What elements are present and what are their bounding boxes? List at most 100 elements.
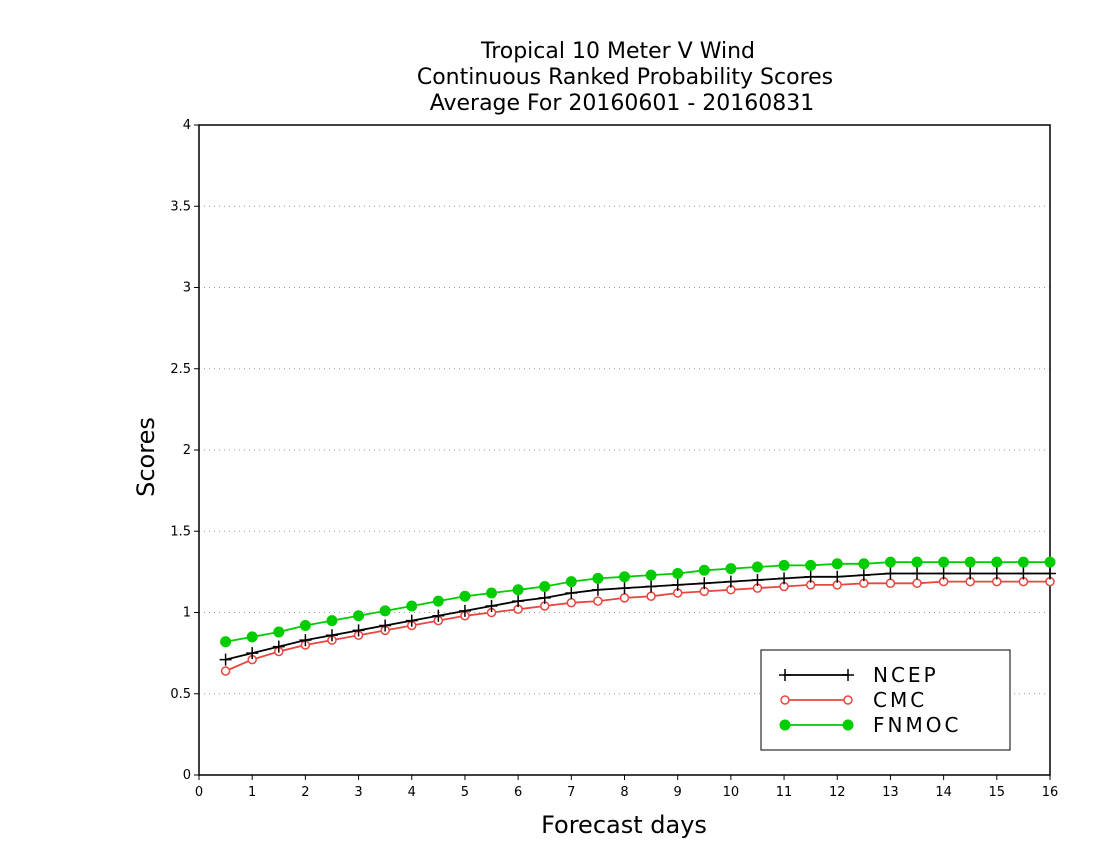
chart-title-line-2: Continuous Ranked Probability Scores: [417, 65, 833, 90]
y-axis: 0 0.5 1 1.5 2 2.5 3 3.5 4: [170, 118, 199, 783]
point-fnmoc-30: [1017, 556, 1029, 568]
point-fnmoc-10: [486, 587, 498, 599]
point-ncep-16: [645, 580, 658, 593]
point-fnmoc-18: [698, 564, 710, 576]
point-fnmoc-13: [565, 576, 577, 588]
x-tick-label-6: 6: [514, 785, 522, 800]
point-fnmoc-28: [964, 556, 976, 568]
point-ncep-27: [937, 567, 950, 580]
point-fnmoc-12: [539, 581, 551, 592]
point-ncep-21: [778, 572, 791, 585]
x-tick-label-9: 9: [674, 785, 682, 800]
series-fnmoc: [220, 556, 1056, 648]
point-fnmoc-21: [778, 559, 790, 571]
point-ncep-14: [591, 583, 604, 596]
y-tick-label-4: 2: [183, 443, 191, 458]
point-ncep-0: [219, 653, 232, 666]
x-tick-label-13: 13: [882, 785, 899, 800]
point-fnmoc-5: [353, 610, 365, 622]
x-axis-label: Forecast days: [541, 811, 707, 839]
point-fnmoc-25: [884, 556, 896, 568]
point-fnmoc-11: [512, 584, 524, 596]
x-tick-label-11: 11: [776, 785, 793, 800]
point-fnmoc-8: [432, 595, 444, 607]
point-ncep-7: [405, 614, 418, 627]
x-tick-label-8: 8: [620, 785, 628, 800]
point-fnmoc-14: [592, 572, 604, 584]
point-fnmoc-26: [911, 556, 923, 568]
point-fnmoc-22: [805, 559, 817, 571]
y-tick-label-7: 3.5: [170, 199, 191, 214]
point-fnmoc-4: [326, 615, 338, 627]
x-tick-label-0: 0: [195, 785, 203, 800]
x-tick-label-3: 3: [354, 785, 362, 800]
point-ncep-25: [884, 567, 897, 580]
legend-label-ncep: NCEP: [873, 663, 939, 687]
y-tick-label-5: 2.5: [170, 362, 191, 377]
y-tick-label-6: 3: [183, 281, 191, 296]
x-tick-label-7: 7: [567, 785, 575, 800]
point-fnmoc-2: [273, 626, 285, 638]
point-cmc-15: [619, 593, 630, 603]
point-cmc-16: [646, 591, 656, 601]
point-ncep-6: [379, 619, 392, 632]
point-cmc-13: [566, 598, 577, 608]
x-tick-label-10: 10: [723, 785, 740, 800]
point-fnmoc-1: [246, 631, 258, 643]
point-ncep-10: [485, 600, 498, 612]
legend-label-cmc: CMC: [873, 688, 927, 712]
point-ncep-31: [1044, 567, 1056, 580]
point-ncep-9: [458, 604, 471, 617]
point-ncep-2: [272, 640, 285, 653]
x-tick-label-2: 2: [301, 785, 309, 800]
point-fnmoc-20: [751, 561, 763, 573]
point-ncep-13: [565, 587, 578, 599]
point-ncep-3: [299, 634, 312, 647]
point-ncep-5: [352, 624, 365, 637]
point-fnmoc-27: [938, 556, 950, 568]
legend-label-fnmoc: FNMOC: [873, 713, 961, 737]
x-tick-label-16: 16: [1042, 785, 1059, 800]
legend-marker-left-cmc: [780, 695, 790, 705]
point-fnmoc-7: [406, 600, 418, 612]
y-tick-label-1: 0.5: [170, 687, 191, 702]
point-ncep-23: [831, 570, 844, 583]
grid-lines: [199, 205, 1050, 695]
point-fnmoc-0: [220, 636, 232, 648]
legend-marker-left-ncep: [779, 669, 791, 681]
y-tick-label-2: 1: [183, 606, 191, 621]
x-tick-label-1: 1: [248, 785, 256, 800]
legend-marker-left-fnmoc: [779, 719, 791, 731]
x-tick-label-12: 12: [829, 785, 846, 800]
point-fnmoc-15: [619, 571, 630, 583]
point-fnmoc-23: [831, 558, 843, 570]
x-tick-label-15: 15: [989, 785, 1006, 800]
y-tick-label-0: 0: [183, 768, 191, 783]
point-ncep-20: [751, 574, 764, 586]
point-ncep-22: [804, 570, 817, 583]
series-ncep: [219, 567, 1056, 666]
point-ncep-19: [724, 575, 737, 588]
point-ncep-18: [698, 577, 711, 590]
point-fnmoc-16: [645, 569, 657, 581]
point-cmc-14: [593, 596, 603, 606]
point-ncep-29: [990, 567, 1003, 580]
point-fnmoc-17: [672, 568, 684, 579]
point-fnmoc-6: [379, 605, 391, 617]
point-ncep-28: [964, 567, 977, 580]
point-ncep-26: [911, 567, 924, 580]
x-tick-label-4: 4: [408, 785, 416, 800]
point-cmc-25: [885, 578, 896, 588]
series-layer: [219, 556, 1056, 676]
point-ncep-17: [671, 578, 684, 591]
legend-marker-right-cmc: [843, 695, 853, 705]
chart-title-line-1: Tropical 10 Meter V Wind: [480, 39, 755, 64]
point-cmc-0: [220, 666, 231, 676]
legend-marker-right-ncep: [842, 669, 854, 681]
point-ncep-15: [618, 582, 631, 595]
point-fnmoc-19: [725, 563, 737, 575]
x-tick-label-5: 5: [461, 785, 469, 800]
